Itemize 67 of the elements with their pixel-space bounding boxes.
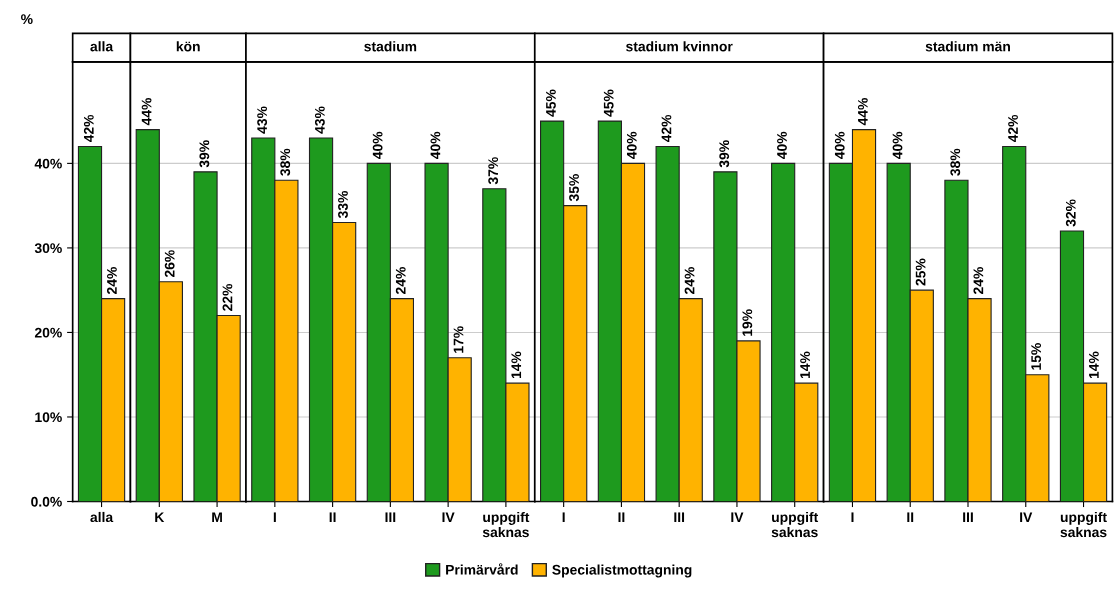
chart-title: alla	[90, 41, 114, 52]
data-label: 33%	[338, 190, 348, 219]
chart-title: stadium män	[925, 41, 1010, 52]
x-tick-label: II	[907, 512, 914, 522]
data-label: 15%	[1031, 343, 1042, 370]
data-label: 38%	[280, 148, 291, 176]
chart-title: stadium kvinnor	[626, 41, 733, 52]
data-label: 14%	[800, 351, 810, 379]
data-label: 25%	[915, 258, 926, 286]
y-tick-label: 0.0%	[31, 496, 62, 507]
chart-title: kön	[176, 41, 200, 52]
x-tick-label: IV	[442, 512, 455, 522]
data-label: 40%	[626, 131, 637, 160]
x-tick-label: K	[155, 512, 165, 522]
data-label: 45%	[603, 89, 614, 117]
data-label: 40%	[430, 131, 441, 160]
data-label: 24%	[973, 267, 984, 294]
data-label: 40%	[372, 131, 383, 160]
x-tick-label: M	[212, 512, 222, 522]
data-label: 43%	[257, 106, 268, 134]
y-tick-label: 40%	[34, 158, 62, 169]
x-tick-label: alla	[90, 511, 114, 523]
data-label: 24%	[684, 267, 695, 294]
legend-label: Specialistmottagning	[552, 564, 692, 578]
data-label: 40%	[892, 131, 903, 160]
x-tick-label: II	[329, 512, 336, 522]
x-tick-label: III	[963, 512, 973, 522]
x-tick-label: IV	[731, 512, 744, 522]
data-label: 32%	[1065, 199, 1076, 227]
data-label: 42%	[1008, 114, 1018, 143]
data-label: 44%	[141, 97, 152, 126]
data-label: 24%	[107, 267, 117, 294]
data-label: 40%	[834, 131, 845, 160]
x-tick-label: IV	[1020, 512, 1033, 522]
y-tick-label: 30%	[34, 243, 62, 254]
data-label: 37%	[488, 157, 499, 185]
data-label: 40%	[777, 131, 787, 160]
x-tick-label: uppgift saknas	[771, 511, 819, 538]
data-label: 39%	[199, 140, 210, 168]
x-tick-label: II	[618, 512, 625, 522]
x-tick-label: uppgift saknas	[1060, 511, 1107, 538]
data-label: 42%	[83, 114, 94, 143]
y-axis-title: %	[21, 14, 33, 25]
y-tick-label: 10%	[35, 412, 62, 423]
data-label: 39%	[719, 140, 730, 168]
chart-title: stadium	[364, 41, 417, 52]
data-label: 45%	[546, 89, 556, 117]
x-tick-label: uppgift saknas	[482, 511, 530, 538]
data-label: 26%	[164, 250, 175, 278]
data-label: 24%	[395, 267, 406, 294]
data-label: 17%	[453, 326, 464, 353]
legend-label: Primärvård	[446, 563, 518, 575]
x-tick-label: III	[674, 512, 685, 522]
x-tick-label: I	[851, 512, 854, 522]
data-label: 19%	[742, 309, 753, 336]
y-tick-label: 20%	[34, 327, 62, 338]
x-tick-label: I	[562, 512, 565, 522]
data-label: 38%	[950, 148, 961, 176]
data-label: 42%	[661, 114, 672, 143]
data-label: 44%	[857, 97, 868, 126]
data-label: 22%	[222, 283, 233, 311]
data-label: 14%	[511, 351, 522, 379]
data-label: 43%	[314, 106, 325, 134]
data-label: 14%	[1089, 351, 1099, 379]
x-tick-label: I	[273, 512, 276, 522]
data-label: 35%	[569, 174, 579, 202]
x-tick-label: III	[385, 512, 396, 522]
